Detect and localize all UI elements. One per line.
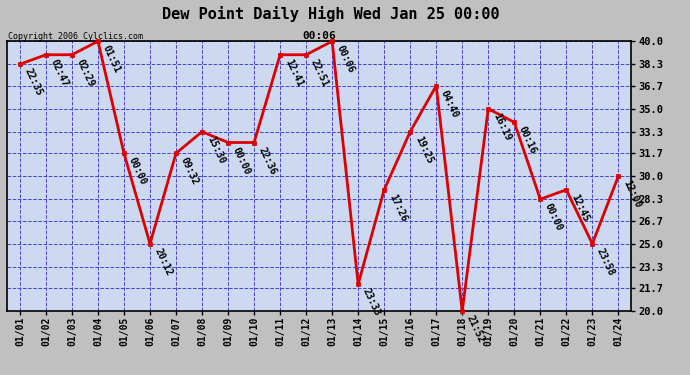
Text: 02:29: 02:29	[75, 57, 96, 88]
Text: 15:30: 15:30	[205, 135, 226, 165]
Text: 00:00: 00:00	[543, 202, 564, 233]
Text: 00:06: 00:06	[302, 31, 336, 41]
Text: 23:58: 23:58	[595, 246, 617, 278]
Text: 17:26: 17:26	[387, 192, 408, 224]
Text: 00:00: 00:00	[231, 145, 253, 176]
Text: 00:06: 00:06	[335, 44, 357, 75]
Text: 12:00: 12:00	[621, 179, 642, 210]
Text: 00:00: 00:00	[127, 156, 148, 187]
Text: Copyright 2006 Cylclics.com: Copyright 2006 Cylclics.com	[8, 32, 143, 41]
Text: 00:16: 00:16	[517, 125, 538, 156]
Text: 22:51: 22:51	[309, 57, 331, 88]
Text: 01:51: 01:51	[101, 44, 122, 75]
Text: 22:36: 22:36	[257, 145, 278, 176]
Text: 09:32: 09:32	[179, 156, 200, 187]
Text: 04:40: 04:40	[439, 88, 460, 119]
Text: 23:33: 23:33	[361, 287, 382, 318]
Text: 02:47: 02:47	[49, 57, 70, 88]
Text: 16:19: 16:19	[491, 111, 513, 142]
Text: 21:52: 21:52	[465, 314, 486, 345]
Text: Dew Point Daily High Wed Jan 25 00:00: Dew Point Daily High Wed Jan 25 00:00	[162, 6, 500, 22]
Text: 19:25: 19:25	[413, 135, 435, 165]
Text: 20:12: 20:12	[152, 246, 175, 278]
Text: 12:45: 12:45	[569, 192, 591, 224]
Text: 22:35: 22:35	[23, 67, 44, 98]
Text: 12:41: 12:41	[283, 57, 304, 88]
